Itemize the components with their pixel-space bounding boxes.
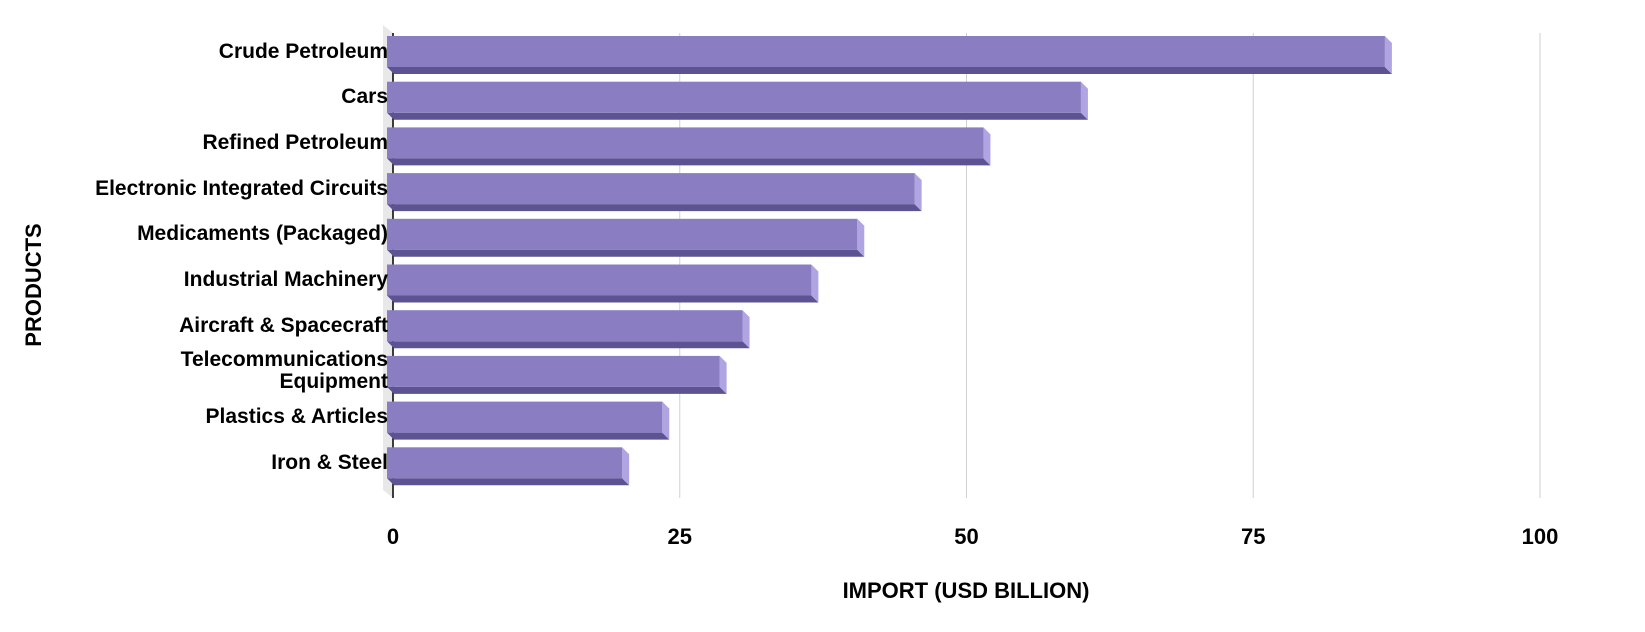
x-axis-title: IMPORT (USD BILLION): [843, 578, 1090, 603]
y-tick-label: Industrial Machinery: [183, 268, 388, 291]
bar: [387, 447, 630, 486]
x-tick-label: 50: [954, 524, 978, 549]
bar: [387, 310, 750, 349]
y-tick-label: Crude Petroleum: [218, 39, 388, 63]
y-tick-label: Medicaments (Packaged): [137, 222, 388, 246]
x-tick-label: 25: [668, 524, 692, 549]
y-tick-label: Refined Petroleum: [202, 130, 388, 154]
bar: [387, 127, 991, 166]
bar: [387, 36, 1392, 74]
bar: [387, 355, 727, 394]
y-tick-label: Electronic Integrated Circuits: [95, 176, 388, 200]
y-tick-label: Iron & Steel: [271, 450, 388, 474]
bar: [387, 173, 922, 212]
y-tick-label: Aircraft & Spacecraft: [179, 313, 388, 337]
y-tick-label: Cars: [341, 85, 388, 109]
bar: [387, 81, 1088, 120]
bar: [387, 401, 670, 440]
bar: [387, 218, 865, 257]
y-tick-label: Plastics & Articles: [205, 405, 388, 429]
x-tick-label: 100: [1522, 524, 1559, 549]
y-axis-title: PRODUCTS: [21, 223, 46, 346]
x-tick-label: 0: [387, 524, 399, 549]
x-tick-label: 75: [1241, 524, 1265, 549]
bar: [387, 264, 819, 303]
y-tick-label: Telecommunications Equipment: [180, 348, 388, 394]
